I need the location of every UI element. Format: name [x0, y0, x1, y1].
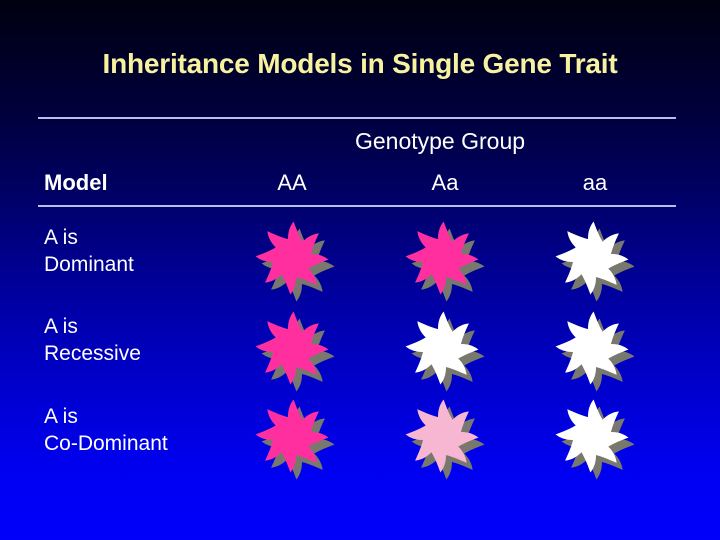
row-label-recessive: A is Recessive: [44, 313, 141, 367]
genotype-group-header: Genotype Group: [354, 128, 526, 154]
page-title: Inheritance Models in Single Gene Trait: [102, 48, 618, 79]
row-label-line2: Dominant: [44, 253, 134, 276]
header-divider-bottom: [38, 205, 676, 207]
row-label-line2: Co-Dominant: [44, 432, 168, 455]
column-header-aa-heterozygous: Aa: [431, 170, 459, 195]
header-divider-top: [38, 117, 676, 119]
white-flower-icon: [398, 308, 494, 400]
pink-flower-icon: [398, 218, 494, 310]
row-label-dominant: A is Dominant: [44, 224, 134, 278]
white-flower-icon: [548, 308, 644, 400]
pink-flower-icon: [248, 218, 344, 310]
column-header-aa-homozygous-dominant: AA: [277, 170, 307, 195]
white-flower-icon: [548, 396, 644, 488]
model-column-header: Model: [44, 170, 108, 195]
column-header-aa-homozygous-recessive: aa: [582, 170, 608, 195]
light-pink-flower-icon: [398, 396, 494, 488]
row-label-line1: A is: [44, 315, 78, 338]
pink-flower-icon: [248, 308, 344, 400]
row-label-line2: Recessive: [44, 342, 141, 365]
pink-flower-icon: [248, 396, 344, 488]
row-label-line1: A is: [44, 405, 78, 428]
white-flower-icon: [548, 218, 644, 310]
row-label-line1: A is: [44, 226, 78, 249]
row-label-co-dominant: A is Co-Dominant: [44, 403, 168, 457]
